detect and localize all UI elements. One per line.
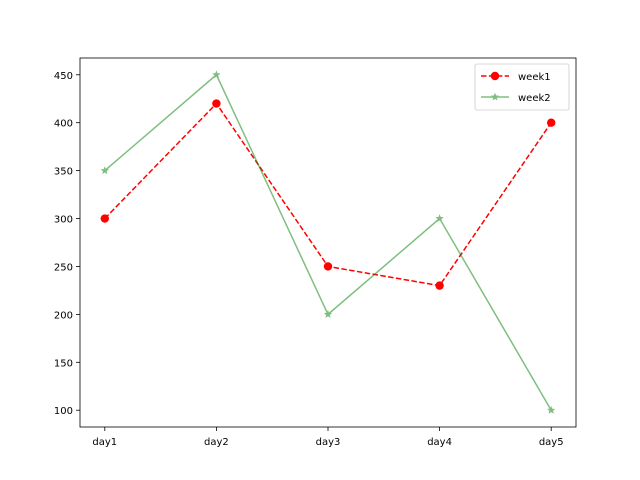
y-tick-label: 450 xyxy=(54,71,73,82)
legend-marker xyxy=(490,92,500,101)
data-point xyxy=(435,281,444,290)
data-point xyxy=(212,99,221,108)
legend-label: week1 xyxy=(518,72,551,83)
y-axis: 100 150 200 250 300 350 400 450 xyxy=(54,71,80,417)
y-tick-label: 250 xyxy=(54,262,73,273)
data-point xyxy=(547,118,556,127)
series-week2 xyxy=(100,70,556,414)
y-tick-label: 300 xyxy=(54,215,73,226)
legend-label: week2 xyxy=(518,93,551,104)
legend: week1 week2 xyxy=(474,63,570,111)
plot-area xyxy=(100,70,556,414)
x-tick-label: day4 xyxy=(427,437,452,448)
y-tick-label: 350 xyxy=(54,167,73,178)
legend-entry xyxy=(481,71,509,81)
data-point xyxy=(212,70,221,79)
y-tick-label: 400 xyxy=(54,119,73,130)
data-point xyxy=(100,166,109,175)
x-tick-label: day2 xyxy=(204,437,229,448)
x-axis: day1 day2 day3 day4 day5 xyxy=(92,427,564,448)
legend-entry xyxy=(481,92,509,101)
y-tick-label: 100 xyxy=(54,406,73,417)
legend-marker xyxy=(490,71,500,81)
series-week1 xyxy=(100,99,556,290)
x-tick-label: day3 xyxy=(316,437,341,448)
data-point xyxy=(323,262,333,271)
data-point xyxy=(547,405,556,414)
data-point xyxy=(100,214,110,223)
y-tick-label: 150 xyxy=(54,358,73,369)
x-tick-label: day5 xyxy=(539,437,564,448)
x-tick-label: day1 xyxy=(92,437,117,448)
data-point xyxy=(435,214,444,223)
data-point xyxy=(323,309,333,318)
y-tick-label: 200 xyxy=(54,310,73,321)
